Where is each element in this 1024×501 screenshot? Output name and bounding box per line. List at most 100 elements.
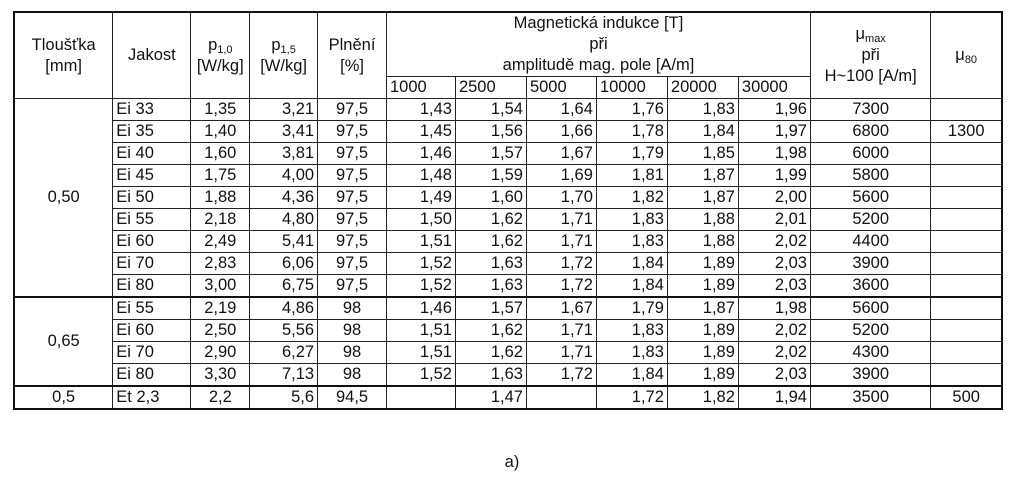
table-cell: 2,00	[737, 186, 811, 209]
field-5000: 5000	[525, 76, 597, 99]
table-cell: 1,43	[386, 98, 456, 121]
field-1000: 1000	[386, 76, 456, 99]
table-cell: 1,56	[454, 120, 527, 143]
table-cell: 500	[930, 385, 1003, 410]
table-cell: 1,94	[737, 385, 811, 410]
table-cell: 2,03	[737, 252, 811, 275]
table-cell: Ei 40	[112, 142, 192, 165]
table-row: Ei 60 2,50 5,56 98 1,51 1,62 1,71 1,83 1,89 2,02 5…	[14, 319, 1003, 342]
table-cell	[930, 319, 1003, 342]
table-cell: Ei 60	[112, 319, 192, 342]
thickness-cell: 0,5	[13, 385, 114, 410]
table-cell: 4300	[809, 341, 932, 364]
table-cell	[525, 385, 597, 410]
figure-caption: a)	[504, 453, 520, 471]
field-30000: 30000	[737, 76, 811, 99]
table-cell: 98	[317, 341, 387, 364]
field-10000: 10000	[595, 76, 668, 99]
table-cell: 2,49	[190, 230, 251, 253]
table-header: Tloušťka [mm] Jakost p1,0 [W/kg] p1,5 [W/kg…	[13, 11, 1003, 99]
table-cell: 5,56	[249, 319, 319, 342]
table-cell: Ei 45	[112, 164, 192, 187]
table-cell: 2,02	[737, 230, 811, 253]
table-cell: Ei 70	[112, 252, 192, 275]
table-row: Ei 60 2,49 5,41 97,5 1,51 1,62 1,71 1,83 1,88 2,0…	[14, 230, 1003, 253]
table-cell: 1,72	[595, 385, 668, 410]
table-cell: Ei 70	[112, 341, 192, 364]
table-cell: 1300	[930, 120, 1003, 143]
table-cell: 3,21	[249, 98, 319, 121]
table-cell: 2,18	[190, 208, 251, 231]
table-cell: 4,86	[249, 296, 319, 320]
table-cell: 1,84	[595, 363, 668, 387]
table-cell: 4,00	[249, 164, 319, 187]
table-cell: 2,83	[190, 252, 251, 275]
table-cell: 1,51	[386, 319, 456, 342]
table-cell: 1,71	[525, 208, 597, 231]
table-cell: 2,02	[737, 341, 811, 364]
table-cell: Ei 35	[112, 120, 192, 143]
table-cell: 97,5	[317, 120, 387, 143]
table-cell: 4400	[809, 230, 932, 253]
table-cell: 1,52	[386, 274, 456, 298]
table-cell	[930, 208, 1003, 231]
table-cell: 2,19	[190, 296, 251, 320]
table-cell: 6,27	[249, 341, 319, 364]
table-row: 0,65 Ei 55 2,19 4,86 98 1,46 1,57 1,67 1,79 1,87 1…	[13, 296, 1003, 387]
table-cell: 1,84	[595, 252, 668, 275]
table-row: 0,50 Ei 33 1,35 3,21 97,5 1,43 1,54 1,64 1,76 1,8…	[13, 98, 1003, 298]
table-cell: 1,83	[595, 230, 668, 253]
table-cell: 1,83	[595, 208, 668, 231]
table-cell: 1,62	[454, 341, 527, 364]
table-cell: 1,62	[454, 319, 527, 342]
table-cell: 3500	[809, 385, 932, 410]
table-cell: Ei 33	[112, 98, 192, 121]
table-cell	[930, 142, 1003, 165]
table-row: Ei 80 3,00 6,75 97,5 1,52 1,63 1,72 1,84 1,89 2,0…	[14, 274, 1003, 298]
table-cell: 5200	[809, 319, 932, 342]
table-cell: 94,5	[317, 385, 387, 410]
table-cell: 5600	[809, 186, 932, 209]
table-cell: 5,41	[249, 230, 319, 253]
table-cell: 97,5	[317, 230, 387, 253]
table-cell: 1,57	[454, 296, 527, 320]
table-cell: 1,52	[386, 252, 456, 275]
table-cell: 1,60	[190, 142, 251, 165]
table-cell: 5600	[809, 296, 932, 320]
table-cell: 1,47	[454, 385, 527, 410]
table-cell: 1,72	[525, 252, 597, 275]
table-cell: 3,00	[190, 274, 251, 298]
material-properties-table: Tloušťka [mm] Jakost p1,0 [W/kg] p1,5 [W/kg…	[13, 11, 1003, 410]
header-p15: p1,5 [W/kg]	[249, 11, 319, 99]
table-cell: 97,5	[317, 274, 387, 298]
table-cell: 6000	[809, 142, 932, 165]
table-cell: 1,84	[666, 120, 739, 143]
table-row: Ei 45 1,75 4,00 97,5 1,48 1,59 1,69 1,81 1,87 1,9…	[14, 164, 1003, 187]
table-cell: 3,30	[190, 363, 251, 387]
table-cell: Ei 60	[112, 230, 192, 253]
table-cell: 2,2	[190, 385, 251, 410]
table-cell: 3,41	[249, 120, 319, 143]
table-cell: 97,5	[317, 252, 387, 275]
table-cell: 3600	[809, 274, 932, 298]
table-cell: 1,89	[666, 363, 739, 387]
table-cell: 1,99	[737, 164, 811, 187]
table-cell: 1,70	[525, 186, 597, 209]
table-cell: 1,89	[666, 274, 739, 298]
table-cell: 1,63	[454, 363, 527, 387]
header-mu80: μ80	[930, 11, 1003, 99]
table-cell	[930, 186, 1003, 209]
table-cell: 1,89	[666, 341, 739, 364]
table-cell: 5,6	[249, 385, 319, 410]
table-cell	[930, 98, 1003, 121]
table-cell: 1,72	[525, 363, 597, 387]
table-row: Ei 70 2,90 6,27 98 1,51 1,62 1,71 1,83 1,89 2,02 4…	[14, 341, 1003, 364]
table-cell: 1,78	[595, 120, 668, 143]
table-cell: 2,02	[737, 319, 811, 342]
table-cell: 1,84	[595, 274, 668, 298]
table-cell: 3900	[809, 363, 932, 387]
table-cell: 3,81	[249, 142, 319, 165]
table-cell: 1,83	[666, 98, 739, 121]
table-cell: Ei 55	[112, 296, 192, 320]
table-cell: 1,71	[525, 341, 597, 364]
